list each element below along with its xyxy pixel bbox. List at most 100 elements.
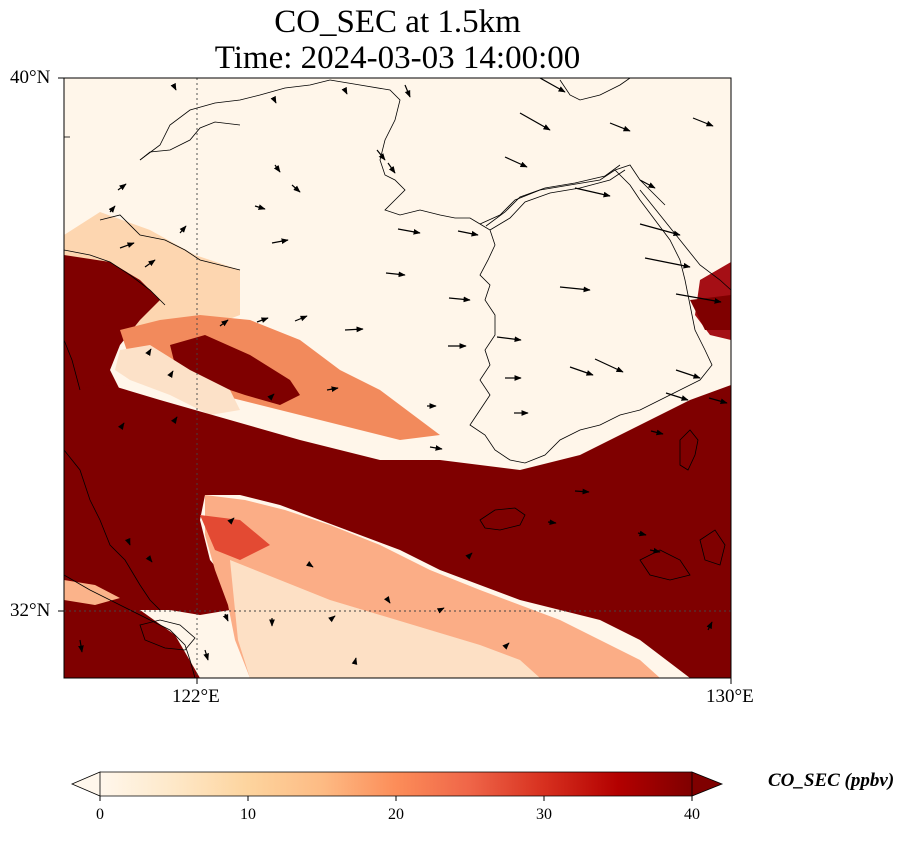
lat-label-32n: 32°N [10, 600, 51, 621]
wind-vectors [78, 78, 728, 665]
wind-arrow [574, 187, 611, 198]
coastline-bohai-north [139, 79, 331, 161]
wind-arrow [171, 416, 178, 424]
wind-arrow [547, 519, 557, 526]
wind-arrow [273, 164, 281, 173]
coastline-jiangsu [64, 339, 81, 391]
wind-arrow [675, 293, 722, 304]
wind-arrow [692, 117, 714, 127]
wind-arrow [271, 238, 289, 245]
wind-arrow [465, 552, 473, 560]
field-spot-east-core [690, 295, 731, 330]
field-band-dark-west [64, 255, 160, 400]
wind-arrow [649, 547, 661, 554]
wind-arrow [145, 348, 152, 357]
coastline-korea [469, 169, 713, 464]
wind-arrow [108, 205, 116, 213]
gridlines [64, 78, 731, 678]
lon-label-130e: 130°E [706, 686, 754, 707]
coastlines [64, 78, 731, 678]
field-band-wedge-edge [200, 515, 270, 560]
wind-arrow [496, 336, 522, 343]
map-area [64, 78, 731, 678]
wind-arrow [457, 230, 479, 237]
wind-arrow [559, 286, 591, 293]
wind-arrow [519, 112, 551, 131]
map-title-variable: CO_SEC at 1.5km [274, 4, 521, 40]
colorbar-title: CO_SEC (ppbv) [768, 770, 895, 791]
coastline-west-korea-bay [329, 79, 481, 225]
wind-arrow [344, 326, 364, 333]
wind-arrow [706, 621, 713, 631]
wind-arrow [448, 296, 471, 303]
colorbar-label-20: 20 [388, 806, 404, 823]
wind-arrow [119, 242, 135, 249]
wind-arrow [328, 615, 336, 623]
wind-arrow [504, 156, 528, 168]
lat-label-40n: 40°N [10, 67, 51, 88]
wind-arrow [385, 271, 406, 278]
wind-arrow [384, 596, 391, 604]
field-band-corner-light [64, 580, 120, 605]
wind-arrow [675, 369, 701, 379]
wind-arrow [341, 86, 348, 95]
coastline-zhejiang [64, 574, 196, 678]
colorbar-label-40: 40 [684, 806, 700, 823]
wind-arrow [404, 84, 411, 98]
axis-ticks [58, 77, 732, 684]
coastline-shanghai [64, 449, 161, 611]
wind-arrow [708, 397, 728, 405]
island-tsushima [679, 429, 699, 471]
colorbar-gradient [100, 772, 692, 796]
wind-arrow [203, 649, 209, 661]
wind-arrow [124, 537, 131, 546]
coastline-north-inland [559, 78, 631, 101]
wind-arrow [644, 257, 691, 269]
wind-arrow [639, 179, 656, 189]
wind-arrow [144, 259, 156, 268]
wind-arrow [539, 78, 566, 93]
wind-arrow [436, 607, 445, 614]
wind-arrow [78, 639, 84, 653]
wind-arrow [256, 317, 269, 323]
border-korea-2 [485, 164, 621, 227]
wind-arrow [429, 445, 443, 451]
wind-arrow [594, 358, 624, 373]
wind-arrow [118, 422, 125, 430]
wind-arrow [326, 386, 339, 392]
coastline-east [639, 189, 731, 291]
wind-arrow [254, 204, 266, 210]
map-title-time: Time: 2024-03-03 14:00:00 [214, 40, 581, 76]
wind-arrow [639, 223, 681, 237]
wind-arrow [609, 122, 631, 132]
colorbar-extend-min [70, 771, 101, 797]
wind-arrow [117, 183, 127, 191]
colorbar-label-10: 10 [240, 806, 256, 823]
colorbar [70, 771, 724, 801]
border-korea-3 [489, 169, 626, 231]
coastline-liaodong [139, 121, 241, 161]
wind-arrow [179, 225, 187, 234]
colorbar-extend-max [691, 771, 724, 797]
co-concentration-field [64, 212, 731, 678]
wind-arrow [227, 517, 235, 525]
coastline-shandong-south [64, 249, 166, 306]
wind-arrow [387, 162, 396, 174]
wind-arrow [306, 561, 314, 568]
island-zhoushan [139, 619, 196, 651]
colorbar-label-30: 30 [536, 806, 552, 823]
wind-arrow [294, 315, 308, 322]
island-jeju [479, 507, 526, 531]
lon-label-122e: 122°E [172, 686, 220, 707]
wind-arrow [145, 555, 153, 563]
wind-arrow [397, 228, 421, 235]
wind-arrow [291, 184, 301, 193]
field-band-dark-corner [64, 585, 200, 678]
colorbar-label-0: 0 [96, 806, 104, 823]
wind-arrow [637, 530, 647, 537]
wind-arrow [267, 393, 275, 401]
wind-arrow [502, 642, 510, 650]
wind-arrow [219, 319, 229, 327]
